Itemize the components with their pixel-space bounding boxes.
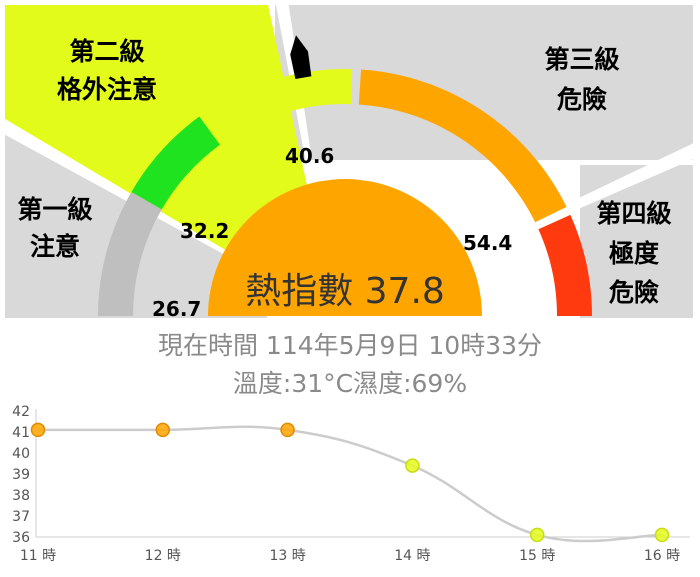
humidity-label: 濕度: <box>353 369 412 398</box>
level4-name: 第四級 <box>596 199 671 228</box>
white-base <box>0 318 700 330</box>
y-tick-label: 41 <box>12 425 30 441</box>
threshold-labels: 26.7 32.2 40.6 54.4 <box>152 144 512 321</box>
gauge-band-level4 <box>538 214 592 316</box>
level3-desc: 危險 <box>557 85 607 114</box>
gauge-center-disc <box>208 179 482 316</box>
gauge-value-number: 37.8 <box>365 271 445 312</box>
x-tick-label: 13 時 <box>269 548 305 564</box>
x-tick-labels: 11 時 12 時 13 時 14 時 15 時 16 時 <box>20 548 680 564</box>
threshold-40-6: 40.6 <box>285 144 334 168</box>
level1-name: 第一級 <box>17 195 92 224</box>
x-tick-label: 15 時 <box>519 548 555 564</box>
y-tick-label: 42 <box>12 404 30 420</box>
data-point[interactable] <box>529 527 545 543</box>
x-tick-label: 11 時 <box>20 548 56 564</box>
temperature-value: 31°C <box>291 369 354 398</box>
current-time-value: 114年5月9日 10時33分 <box>265 331 543 360</box>
series-line <box>38 425 663 543</box>
climate-readout: 溫度:31°C濕度:69% <box>0 369 700 399</box>
heat-index-trend-chart: 36 37 38 39 40 41 42 11 時 12 時 13 時 14 時 15 時 16 時 <box>12 404 690 564</box>
data-point[interactable] <box>405 458 420 473</box>
threshold-54-4: 54.4 <box>463 231 512 255</box>
gauge-needle <box>290 35 312 79</box>
y-tick-label: 36 <box>12 530 30 546</box>
humidity-value: 69% <box>411 369 468 398</box>
data-point[interactable] <box>155 422 171 438</box>
level2-name: 第二級 <box>69 37 144 66</box>
level2-desc: 格外注意 <box>57 75 157 104</box>
current-time-label: 現在時間 <box>157 331 258 360</box>
gauge-band-level3 <box>358 69 567 223</box>
data-point[interactable] <box>30 422 46 438</box>
level4-desc-2: 危險 <box>609 278 659 307</box>
y-tick-labels: 36 37 38 39 40 41 42 <box>12 404 30 546</box>
y-tick-label: 37 <box>12 509 30 525</box>
series-points <box>30 422 670 543</box>
heat-index-gauge: 熱指數 37.8 26.7 32.2 40.6 54.4 第一級 注意 第二級 … <box>0 5 700 330</box>
level3-name: 第三級 <box>544 45 619 74</box>
threshold-32-2: 32.2 <box>180 219 229 243</box>
level1-desc: 注意 <box>30 232 80 261</box>
gauge-value-title: 熱指數 <box>245 271 353 312</box>
gauge-band-level2 <box>206 68 353 141</box>
data-point[interactable] <box>280 422 295 438</box>
current-time: 現在時間 114年5月9日 10時33分 <box>0 331 700 361</box>
x-tick-label: 16 時 <box>644 548 680 564</box>
level-labels: 第一級 注意 第二級 格外注意 第三級 危險 第四級 極度 危險 <box>17 37 671 307</box>
y-tick-label: 40 <box>12 446 30 462</box>
level4-desc-1: 極度 <box>609 239 659 268</box>
y-tick-label: 39 <box>12 467 30 483</box>
gauge-value-label: 熱指數 37.8 <box>245 271 445 312</box>
y-tick-label: 38 <box>12 488 30 504</box>
threshold-26-7: 26.7 <box>152 297 201 321</box>
gauge-arc-bands <box>98 68 592 316</box>
gauge-band-below-scale <box>98 191 162 316</box>
gauge-band-level1 <box>131 116 220 210</box>
x-tick-label: 14 時 <box>394 548 430 564</box>
temperature-label: 溫度: <box>232 369 292 398</box>
x-tick-label: 12 時 <box>145 548 181 564</box>
data-point[interactable] <box>654 527 670 543</box>
